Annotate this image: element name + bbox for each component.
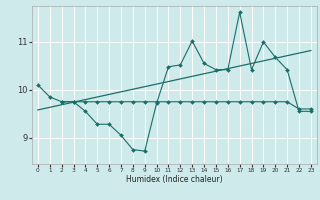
X-axis label: Humidex (Indice chaleur): Humidex (Indice chaleur) — [126, 175, 223, 184]
